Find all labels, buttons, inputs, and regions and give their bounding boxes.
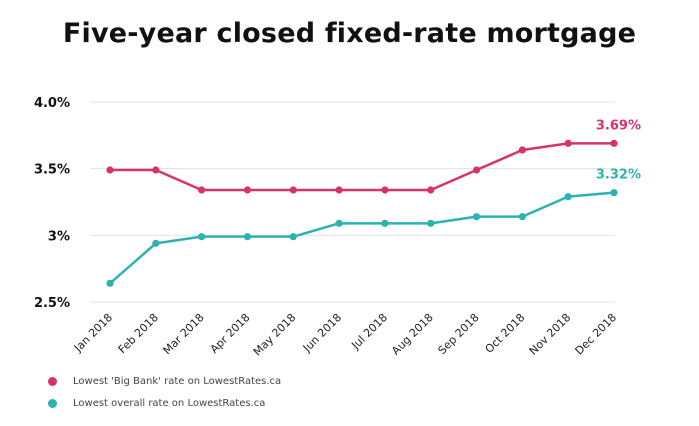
data-point xyxy=(198,186,206,194)
data-point xyxy=(427,219,435,227)
data-point xyxy=(518,146,526,154)
data-point xyxy=(381,219,389,227)
data-point xyxy=(106,166,114,174)
chart-title: Five-year closed fixed-rate mortgage xyxy=(62,18,637,49)
y-tick-label: 3.5% xyxy=(34,163,70,178)
data-point xyxy=(106,279,114,287)
data-point xyxy=(472,213,481,221)
data-point xyxy=(289,233,297,241)
data-point xyxy=(564,193,572,201)
grid-lines xyxy=(90,101,615,303)
data-point xyxy=(472,166,481,174)
end-value-label: 3.69% xyxy=(596,118,641,133)
series-group: 3.69% 3.32% xyxy=(106,118,641,287)
series-line xyxy=(108,142,616,192)
x-tick-label: Apr 2018 xyxy=(208,311,253,356)
legend-item-big-bank: Lowest 'Big Bank' rate on LowestRates.ca xyxy=(48,376,281,387)
x-tick-label: Mar 2018 xyxy=(161,311,207,357)
data-point xyxy=(610,189,618,197)
x-tick-label: Feb 2018 xyxy=(116,311,161,356)
y-tick-label: 4.0% xyxy=(34,96,70,111)
x-tick-label: Jan 2018 xyxy=(71,311,115,355)
x-tick-label: Sep 2018 xyxy=(436,311,482,357)
data-point xyxy=(198,233,206,241)
x-tick-label: Nov 2018 xyxy=(527,311,574,358)
x-tick-label: May 2018 xyxy=(251,311,299,359)
y-tick-label: 3% xyxy=(48,229,70,244)
legend-marker-big-bank xyxy=(48,377,57,386)
data-point xyxy=(381,186,389,194)
series-line xyxy=(108,191,616,285)
y-axis-labels: 2.5% 3% 3.5% 4.0% xyxy=(34,96,70,311)
data-point xyxy=(152,239,160,247)
data-point xyxy=(243,186,252,194)
x-tick-label: Aug 2018 xyxy=(389,311,436,358)
data-point xyxy=(564,139,572,147)
x-tick-label: Jun 2018 xyxy=(300,311,344,355)
legend-marker-overall xyxy=(48,399,57,408)
legend-label-overall: Lowest overall rate on LowestRates.ca xyxy=(73,398,266,409)
data-point xyxy=(335,219,343,227)
data-point xyxy=(243,233,252,241)
end-value-label: 3.32% xyxy=(596,168,641,183)
data-point xyxy=(289,186,297,194)
data-point xyxy=(335,186,343,194)
x-tick-label: Dec 2018 xyxy=(573,311,620,358)
data-point xyxy=(610,139,618,147)
data-point xyxy=(152,166,160,174)
data-point xyxy=(518,213,526,221)
x-tick-label: Oct 2018 xyxy=(483,311,528,356)
x-tick-label: Jul 2018 xyxy=(348,311,390,353)
data-point xyxy=(427,186,435,194)
legend-item-overall: Lowest overall rate on LowestRates.ca xyxy=(48,398,265,409)
y-tick-label: 2.5% xyxy=(34,296,70,311)
legend-label-big-bank: Lowest 'Big Bank' rate on LowestRates.ca xyxy=(73,376,282,387)
